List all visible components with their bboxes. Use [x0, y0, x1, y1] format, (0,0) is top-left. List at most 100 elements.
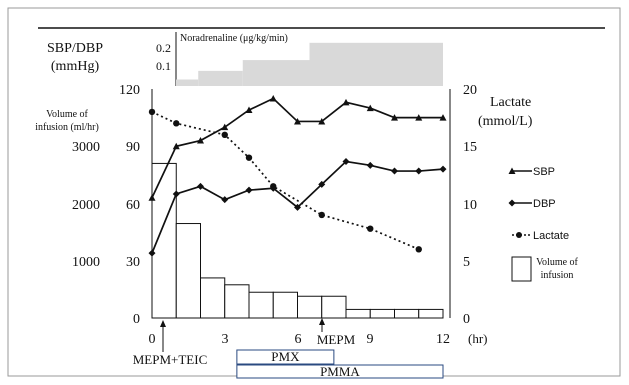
series-lines: [148, 95, 447, 257]
volume-axis-title-line1: Volume of: [46, 109, 88, 120]
left-tick-30: 30: [126, 255, 140, 270]
left-axis-title-line1: SBP/DBP: [47, 41, 103, 56]
volume-tick-1000: 1000: [72, 255, 100, 270]
dbp-point-10: [391, 167, 398, 175]
therapy-bars: PMX PMMA: [236, 349, 444, 379]
right-tick-15: 15: [463, 140, 477, 155]
dbp-point-12: [439, 165, 447, 173]
lactate-point-1: [173, 120, 180, 127]
mepm-label: MEPM: [317, 332, 356, 347]
x-tick-9: 9: [367, 332, 374, 347]
lactate-point-6: [367, 225, 374, 232]
left-tick-0: 0: [133, 312, 140, 327]
volume-bar-7: [321, 295, 347, 319]
mepm-arrow: [319, 318, 325, 332]
legend-lactate: Lactate: [512, 230, 569, 242]
sbp-point-7: [318, 117, 326, 125]
lactate-line: [151, 111, 420, 251]
noradrenaline-step-1: [198, 70, 243, 86]
dbp-point-3: [221, 196, 229, 204]
volume-bar-6: [297, 295, 323, 319]
x-tick-12: 12: [436, 332, 450, 347]
sbp-point-2: [197, 137, 204, 144]
right-tick-0: 0: [463, 312, 470, 327]
pmma-label: PMMA: [320, 364, 360, 379]
mepm-teic-arrow: [160, 320, 166, 352]
volume-bar-3: [224, 284, 250, 319]
dbp-point-2: [197, 182, 204, 190]
dbp-point-7: [318, 180, 326, 188]
dbp-point-0: [148, 249, 156, 257]
sbp-point-10: [391, 114, 398, 121]
right-tick-5: 5: [463, 255, 470, 270]
noradrenaline-steps: [176, 42, 443, 86]
dbp-point-5: [269, 184, 277, 192]
legend-dbp: DBP: [508, 198, 556, 210]
volume-bar-8: [345, 308, 371, 319]
noradrenaline-title: Noradrenaline (μg/kg/min): [180, 33, 288, 44]
noradrenaline-step-2: [242, 60, 310, 86]
sbp-point-3: [221, 123, 229, 131]
right-axis-title-line2: (mmol/L): [478, 114, 533, 129]
mepm-teic-label: MEPM+TEIC: [133, 352, 208, 367]
sbp-point-8: [342, 98, 350, 106]
noradrenaline-step-3: [309, 42, 443, 86]
noradrenaline-panel: Noradrenaline (μg/kg/min) 0.2 0.1: [156, 32, 288, 86]
lactate-point-3: [245, 154, 253, 161]
volume-tick-3000: 3000: [72, 140, 100, 155]
x-tick-6: 6: [295, 332, 302, 347]
left-axis-title-line2: (mmHg): [51, 59, 100, 74]
lactate-point-0: [148, 108, 156, 116]
legend-sbp: SBP: [508, 166, 555, 178]
left-tick-120: 120: [119, 83, 140, 98]
volume-bar-4: [248, 291, 274, 319]
volume-bar-11: [418, 308, 444, 319]
sbp-point-11: [415, 114, 423, 121]
sbp-point-5: [269, 95, 277, 102]
volume-bar-2: [200, 277, 226, 319]
sbp-point-12: [439, 114, 447, 121]
legend: SBP DBP Lactate Volume of infusion: [508, 166, 579, 282]
legend-volume-label-line1: Volume of: [536, 257, 578, 268]
left-tick-60: 60: [126, 198, 140, 213]
x-tick-0: 0: [149, 332, 156, 347]
volume-bar-9: [369, 308, 395, 319]
lactate-point-5: [318, 211, 325, 219]
volume-bar-5: [272, 291, 298, 319]
volume-bar-1: [175, 223, 201, 319]
pmx-bar: [236, 349, 335, 365]
volume-bar-0: [151, 162, 177, 319]
left-tick-90: 90: [126, 140, 140, 155]
sbp-point-1: [172, 142, 180, 150]
dbp-point-9: [366, 161, 374, 169]
sbp-point-4: [245, 106, 253, 113]
lactate-point-7: [415, 246, 422, 253]
volume-bar-10: [394, 308, 420, 319]
right-axis-title-line1: Lactate: [490, 95, 531, 110]
x-unit-label: (hr): [468, 331, 488, 346]
lactate-point-2: [221, 131, 228, 138]
pmma-bar: [236, 364, 444, 379]
right-tick-20: 20: [463, 83, 477, 98]
dbp-point-8: [342, 158, 350, 166]
noradrenaline-tick-0.2: 0.2: [156, 41, 171, 55]
x-tick-3: 3: [222, 332, 229, 347]
dbp-point-6: [294, 203, 301, 211]
legend-volume: Volume of infusion: [511, 256, 579, 282]
right-tick-10: 10: [463, 198, 477, 213]
volume-bars: [151, 162, 444, 319]
volume-axis-title-line2: infusion (ml/hr): [35, 122, 99, 133]
sbp-point-9: [366, 104, 374, 112]
legend-dbp-label: DBP: [533, 198, 556, 210]
sbp-line: [151, 97, 443, 199]
noradrenaline-step-0: [176, 79, 199, 86]
pmx-label: PMX: [271, 349, 300, 364]
dbp-point-11: [415, 167, 423, 175]
legend-sbp-label: SBP: [533, 166, 555, 178]
dbp-point-1: [172, 190, 180, 198]
sbp-point-6: [294, 117, 301, 125]
volume-tick-2000: 2000: [72, 198, 100, 213]
sbp-point-0: [148, 194, 156, 201]
